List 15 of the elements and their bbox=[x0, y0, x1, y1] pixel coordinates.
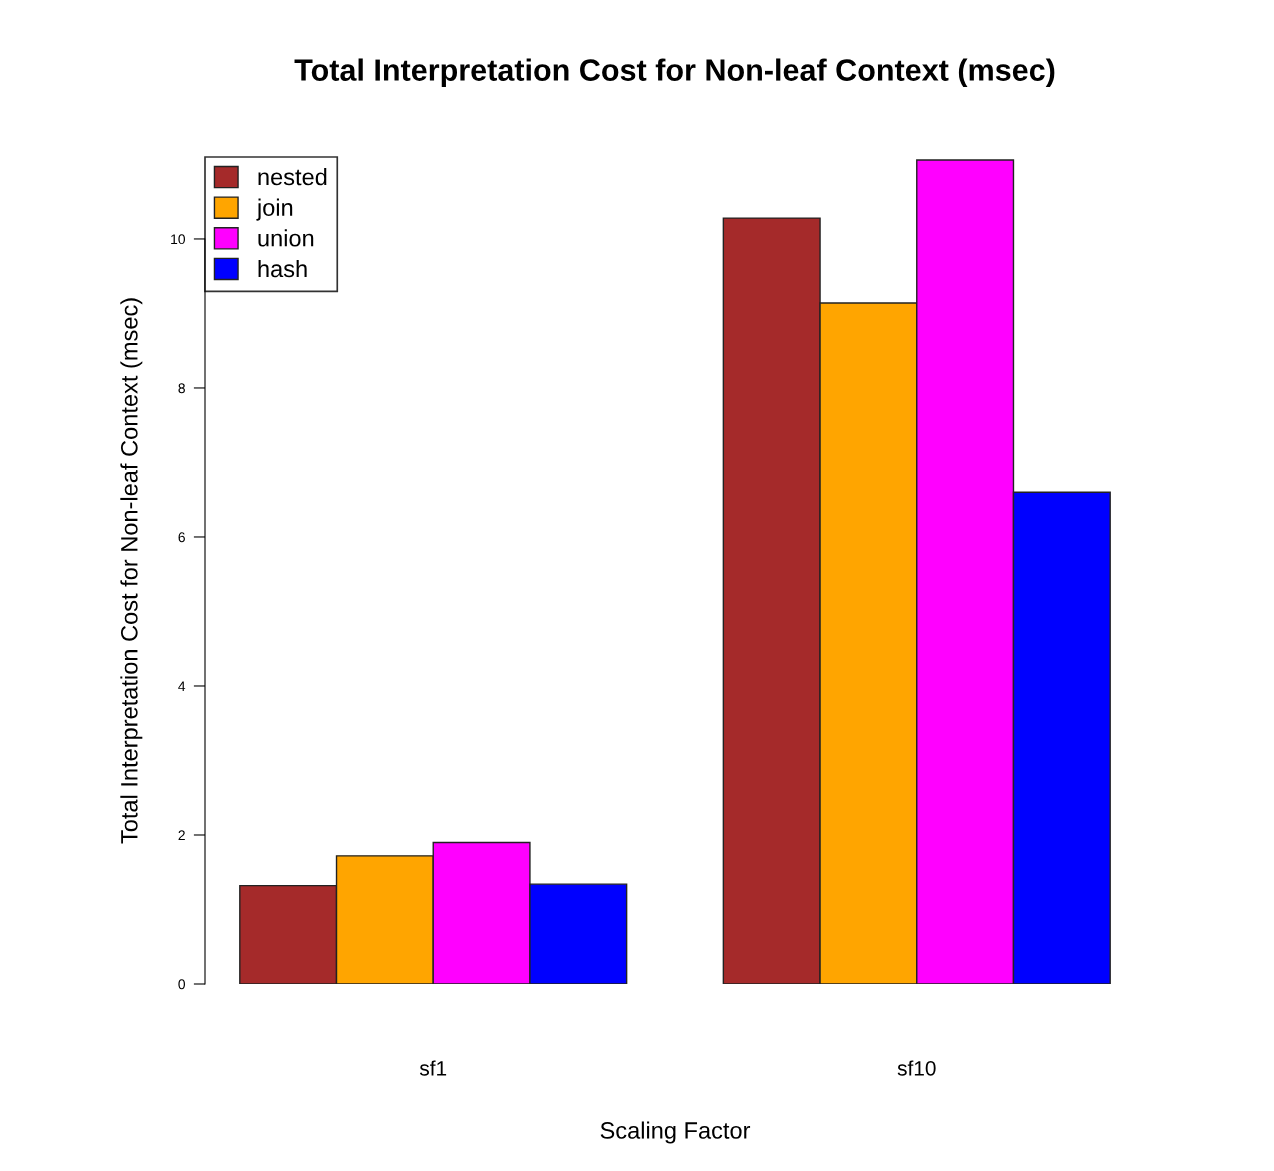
x-tick-label: sf10 bbox=[897, 1060, 936, 1076]
legend-label: join bbox=[256, 198, 293, 221]
y-tick-label: 6 bbox=[178, 532, 185, 543]
chart-title: Total Interpretation Cost for Non-leaf Context (msec) bbox=[294, 58, 1055, 87]
y-axis-title: Total Interpretation Cost for Non-leaf Context (msec) bbox=[120, 298, 143, 844]
y-tick-label: 4 bbox=[178, 681, 186, 692]
y-tick-label: 10 bbox=[171, 234, 186, 245]
legend-label: union bbox=[258, 229, 314, 247]
y-tick-label: 2 bbox=[178, 830, 185, 841]
legend-label: hash bbox=[258, 259, 307, 278]
legend-label: nested bbox=[258, 167, 327, 186]
y-tick-label: 8 bbox=[178, 383, 185, 394]
x-axis-title: Scaling Factor bbox=[600, 1121, 751, 1144]
y-tick-label: 0 bbox=[178, 979, 186, 990]
x-tick-label: sf1 bbox=[419, 1060, 447, 1076]
